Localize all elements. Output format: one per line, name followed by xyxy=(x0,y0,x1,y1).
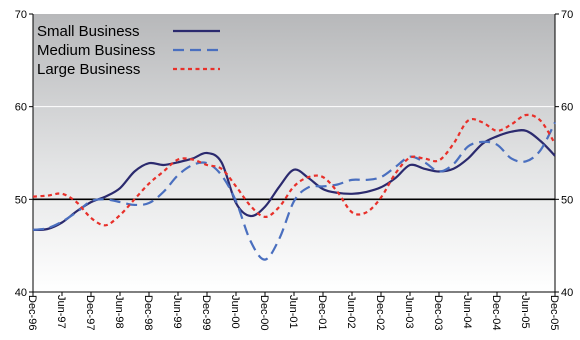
y-tick-label-left: 70 xyxy=(15,9,27,21)
x-tick-label: Dec-05 xyxy=(548,295,560,330)
y-tick-label-left: 60 xyxy=(15,102,27,114)
y-tick-label-right: 40 xyxy=(561,287,573,299)
x-tick-label: Jun-04 xyxy=(461,295,473,329)
x-tick-label: Jun-98 xyxy=(113,295,125,329)
legend-label-large-business: Large Business xyxy=(37,61,140,78)
legend-label-medium-business: Medium Business xyxy=(37,42,155,59)
x-tick-label: Jun-02 xyxy=(345,295,357,329)
x-tick-label: Dec-98 xyxy=(142,295,154,330)
series-layer xyxy=(32,113,556,261)
x-tick-label: Jun-00 xyxy=(229,295,241,329)
y-tick-label-left: 40 xyxy=(15,287,27,299)
x-tick-label: Jun-05 xyxy=(519,295,531,329)
legend-label-small-business: Small Business xyxy=(37,23,140,40)
x-tick-label: Dec-00 xyxy=(258,295,270,330)
legend: Small Business Medium Business Large Busin… xyxy=(37,23,220,78)
x-tick-label: Dec-03 xyxy=(432,295,444,330)
x-tick-label: Dec-97 xyxy=(84,295,96,330)
x-tick-label: Dec-96 xyxy=(26,295,38,330)
axes xyxy=(29,13,559,296)
x-tick-label: Jun-03 xyxy=(403,295,415,329)
x-tick-label: Dec-04 xyxy=(490,295,502,330)
x-tick-label: Jun-01 xyxy=(287,295,299,329)
x-tick-label: Jun-99 xyxy=(171,295,183,329)
series-line-small-business xyxy=(32,129,556,231)
x-tick-label: Jun-97 xyxy=(55,295,67,329)
y-tick-label-right: 60 xyxy=(561,102,573,114)
series-line-medium-business xyxy=(32,121,556,261)
x-tick-label: Dec-99 xyxy=(200,295,212,330)
plot-background xyxy=(33,14,555,292)
y-tick-label-right: 50 xyxy=(561,194,573,206)
x-tick-label: Dec-02 xyxy=(374,295,386,330)
tick-labels: 40 40 50 50 60 60 70 70 Dec-96 Jun-97 Dec-97 Jun-98… xyxy=(15,9,574,330)
series-line-large-business xyxy=(32,113,556,227)
y-tick-label-left: 50 xyxy=(15,194,27,206)
y-tick-label-right: 70 xyxy=(561,9,573,21)
x-tick-label: Dec-01 xyxy=(316,295,328,330)
